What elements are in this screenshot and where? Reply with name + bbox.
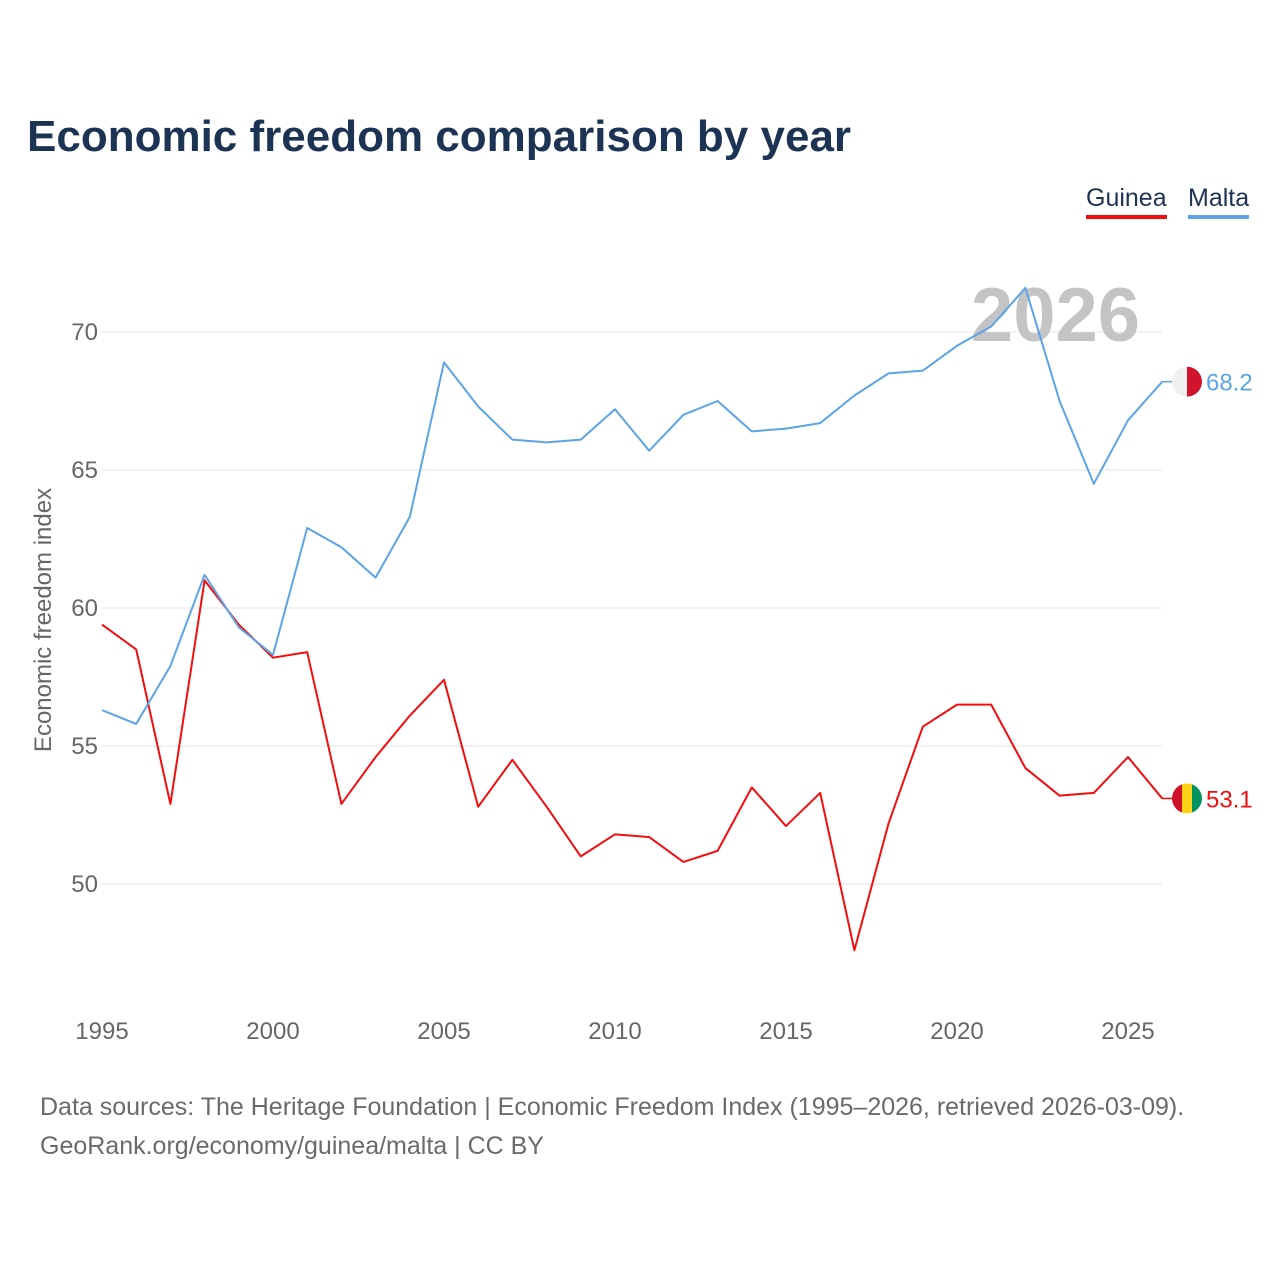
- y-tick-label: 60: [71, 595, 98, 622]
- y-tick-label: 55: [71, 733, 98, 760]
- y-tick-label: 70: [71, 319, 98, 346]
- x-tick-label: 1995: [75, 1018, 128, 1045]
- series-line-guinea: [101, 579, 1163, 952]
- x-tick-label: 2015: [759, 1018, 812, 1045]
- flag-stripe: [1192, 783, 1202, 814]
- flag-stripe: [1182, 783, 1192, 814]
- y-tick-label: 50: [71, 871, 98, 898]
- x-tick-label: 2025: [1101, 1018, 1154, 1045]
- flag-stripe: [1172, 783, 1182, 814]
- x-tick-label: 2005: [417, 1018, 470, 1045]
- series-line-malta: [101, 286, 1163, 725]
- flag-stripe: [1187, 366, 1202, 397]
- flag-stripe: [1172, 366, 1187, 397]
- guinea-flag-icon: [1172, 783, 1202, 814]
- x-tick-label: 2010: [588, 1018, 641, 1045]
- x-tick-label: 2000: [246, 1018, 299, 1045]
- legend-malta[interactable]: Malta: [1188, 184, 1250, 219]
- y-axis-label: Economic freedom index: [30, 488, 57, 752]
- source-note: Data sources: The Heritage Foundation | …: [40, 1088, 1184, 1166]
- year-watermark: 2026: [971, 273, 1140, 358]
- legend-guinea[interactable]: Guinea: [1086, 184, 1167, 219]
- source-line-2[interactable]: GeoRank.org/economy/guinea/malta | CC BY: [40, 1132, 544, 1160]
- end-value-label-guinea: 53.1: [1206, 786, 1253, 813]
- malta-flag-icon: [1172, 366, 1202, 397]
- source-line-1: Data sources: The Heritage Foundation | …: [40, 1093, 1185, 1121]
- x-tick-label: 2020: [930, 1018, 983, 1045]
- end-value-label-malta: 68.2: [1206, 370, 1253, 397]
- y-tick-label: 65: [71, 457, 98, 484]
- chart-title: Economic freedom comparison by year: [27, 112, 852, 161]
